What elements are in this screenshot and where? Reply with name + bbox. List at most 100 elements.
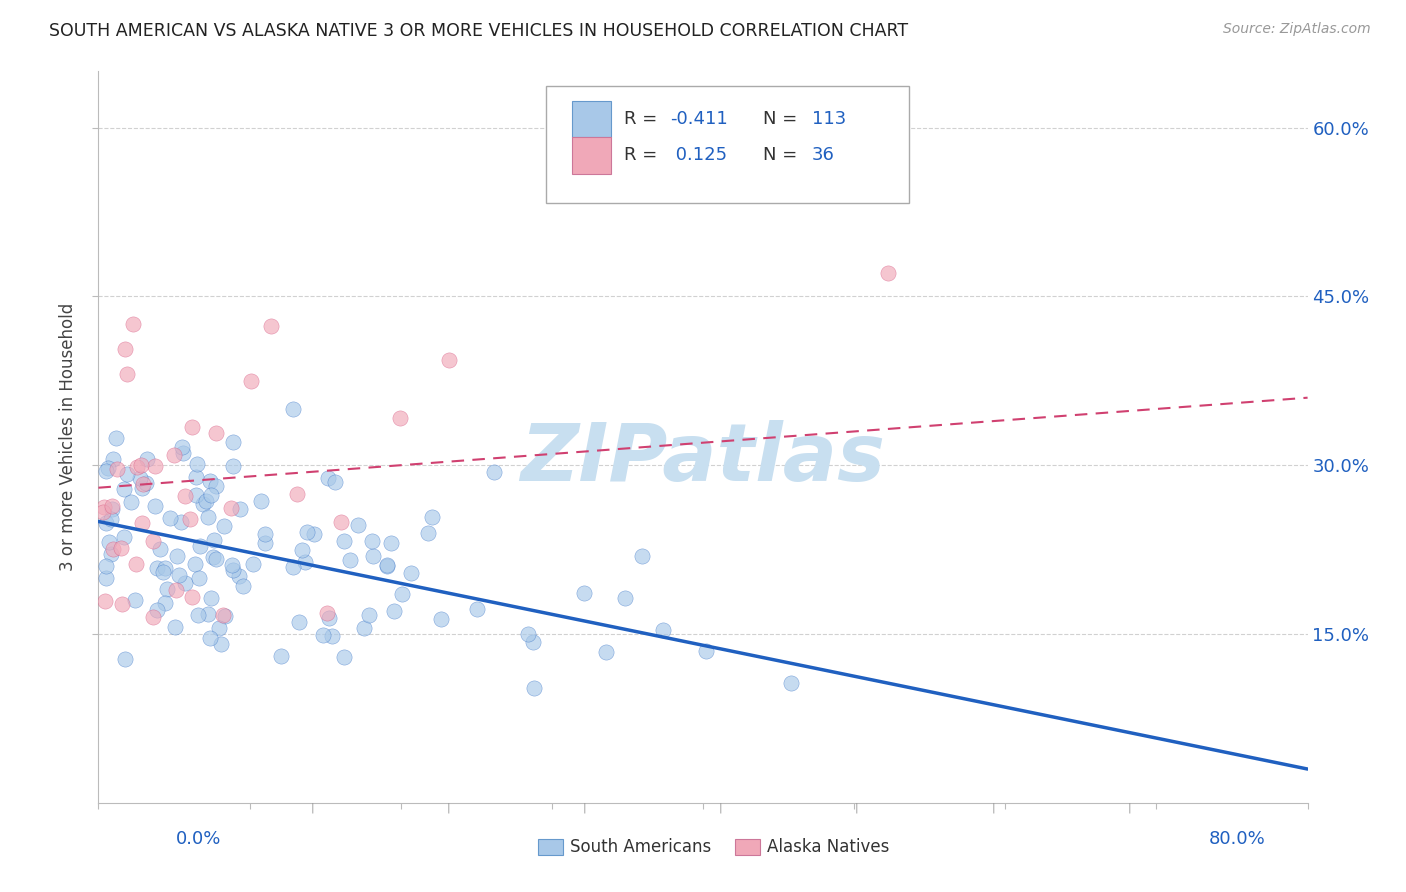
- Point: [91, 505, 114, 519]
- Point: [291, 542, 314, 557]
- Point: [465, 602, 488, 616]
- Point: [228, 569, 250, 583]
- Point: [221, 563, 243, 577]
- Point: [346, 517, 368, 532]
- Point: [422, 510, 444, 524]
- Point: [146, 561, 169, 575]
- Point: [155, 561, 177, 575]
- Point: [323, 475, 346, 489]
- Point: [572, 586, 595, 600]
- Point: [143, 459, 166, 474]
- Text: N =: N =: [763, 146, 803, 164]
- Point: [197, 509, 219, 524]
- Point: [418, 526, 440, 541]
- Point: [321, 628, 343, 642]
- Point: [104, 431, 127, 445]
- Point: [222, 434, 245, 449]
- Point: [877, 266, 900, 280]
- Point: [97, 534, 120, 549]
- Point: [333, 533, 356, 548]
- Point: [127, 459, 149, 474]
- Point: [651, 623, 673, 637]
- Point: [174, 576, 197, 591]
- Y-axis label: 3 or more Vehicles in Household: 3 or more Vehicles in Household: [59, 303, 77, 571]
- Point: [779, 675, 801, 690]
- Point: [429, 612, 451, 626]
- Point: [112, 530, 135, 544]
- Text: |: |: [582, 803, 586, 814]
- Point: [523, 681, 546, 695]
- FancyBboxPatch shape: [572, 137, 612, 174]
- Point: [360, 534, 382, 549]
- Text: Alaska Natives: Alaska Natives: [768, 838, 890, 856]
- Point: [202, 533, 225, 547]
- FancyBboxPatch shape: [572, 101, 612, 137]
- Point: [184, 470, 207, 484]
- Point: [142, 610, 165, 624]
- Point: [517, 627, 540, 641]
- Point: [124, 593, 146, 607]
- Text: R =: R =: [624, 146, 664, 164]
- Point: [131, 516, 153, 530]
- Point: [260, 318, 283, 333]
- Point: [315, 607, 337, 621]
- Point: [195, 493, 218, 508]
- Point: [200, 631, 222, 645]
- Point: [131, 481, 153, 495]
- Point: [332, 649, 354, 664]
- Point: [377, 558, 399, 573]
- Text: 113: 113: [811, 110, 846, 128]
- Point: [110, 541, 132, 555]
- Point: [250, 494, 273, 508]
- Point: [122, 317, 145, 331]
- Point: [595, 645, 617, 659]
- Point: [188, 539, 211, 553]
- Point: [152, 566, 174, 580]
- Point: [172, 440, 194, 454]
- Point: [166, 549, 188, 563]
- Point: [200, 591, 222, 605]
- Point: [155, 596, 177, 610]
- Point: [146, 603, 169, 617]
- Point: [120, 495, 142, 509]
- Point: [242, 558, 264, 572]
- Point: [188, 571, 211, 585]
- Point: [94, 464, 117, 478]
- Point: [180, 591, 202, 605]
- Point: [136, 452, 159, 467]
- Point: [613, 591, 636, 605]
- Point: [288, 615, 311, 630]
- Text: |: |: [718, 803, 723, 814]
- Point: [101, 499, 124, 513]
- Point: [163, 620, 186, 634]
- Text: 80.0%: 80.0%: [1209, 830, 1265, 847]
- Point: [165, 582, 187, 597]
- Point: [437, 353, 460, 368]
- Text: -0.411: -0.411: [671, 110, 728, 128]
- Point: [184, 488, 207, 502]
- Point: [93, 500, 115, 514]
- Point: [631, 549, 654, 564]
- FancyBboxPatch shape: [546, 86, 908, 203]
- Point: [97, 461, 120, 475]
- Text: |: |: [1128, 803, 1130, 814]
- Text: 36: 36: [811, 146, 835, 164]
- Point: [94, 559, 117, 574]
- Text: 0.125: 0.125: [671, 146, 727, 164]
- Point: [253, 527, 276, 541]
- Point: [380, 536, 402, 550]
- Point: [129, 471, 152, 485]
- Point: [357, 608, 380, 623]
- Point: [201, 549, 224, 564]
- Point: [131, 458, 153, 472]
- Point: [339, 552, 361, 566]
- Text: |: |: [446, 803, 450, 814]
- Point: [179, 512, 201, 526]
- Point: [204, 479, 226, 493]
- Point: [143, 499, 166, 513]
- Point: [212, 608, 235, 623]
- Point: [149, 541, 172, 556]
- Point: [330, 515, 353, 529]
- Text: ZIPatlas: ZIPatlas: [520, 420, 886, 498]
- Point: [200, 488, 222, 502]
